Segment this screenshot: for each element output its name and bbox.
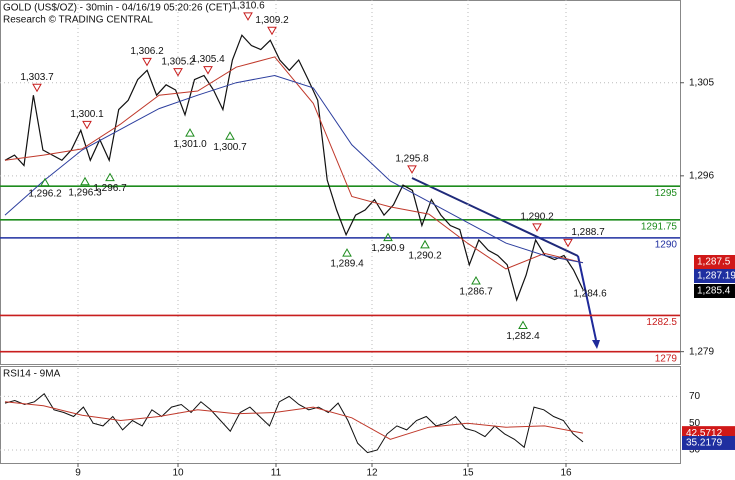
chart-title: GOLD (US$/OZ) - 30min - 04/16/19 05:20:2… [3,3,232,14]
x-tick-label: 9 [75,468,81,479]
annotation-label: 1,300.1 [70,109,104,120]
rsi-tag [682,435,735,450]
trough-marker [420,239,430,249]
price-tag-label: 1,287.5 [697,257,731,268]
trend-line [411,177,579,257]
peak-marker [82,120,92,130]
level-label: 1279 [655,353,678,364]
x-tick-label: 11 [271,468,282,479]
rsi-title: RSI14 - 9MA [3,369,61,380]
annotation-label: 1,282.4 [506,331,540,342]
rsi-line [4,393,584,454]
annotation-label: 1,290.9 [371,243,405,254]
rsi-line [4,401,584,440]
price-line [4,56,584,270]
y-tick-label: 1,296 [689,170,714,181]
y-tick-label: 50 [689,418,701,429]
price-tag [694,269,735,283]
peak-marker [32,83,42,93]
annotation-label: 1,284.6 [573,288,607,299]
peak-marker [532,223,542,232]
annotation-label: 1,296.7 [93,183,127,194]
peak-marker [173,68,183,77]
level-label: 1291.75 [641,221,678,232]
price-tag [694,284,735,298]
rsi-tag-label: 35.2179 [686,438,723,449]
peak-marker [267,26,277,36]
trough-marker [185,128,195,137]
annotation-label: 1,296.3 [68,187,102,198]
annotation-label: 1,303.7 [20,72,54,83]
trough-marker [225,131,235,140]
trough-marker [471,276,481,285]
peak-marker [407,165,417,174]
level-label: 1290 [655,240,678,251]
y-tick-label: 1,279 [689,346,714,357]
peak-marker [203,66,213,75]
annotation-label: 1,296.2 [28,188,62,199]
level-label: 1295 [655,188,678,199]
annotation-label: 1,310.6 [231,0,265,11]
level-label: 1282.5 [646,317,677,328]
peak-marker [563,238,573,248]
annotation-label: 1,305.2 [161,56,195,67]
price-tag [694,255,735,269]
peak-marker [142,57,152,67]
rsi-tag-label: 42.5712 [686,428,723,439]
x-tick-label: 15 [462,468,474,479]
annotation-label: 1,306.2 [130,46,164,57]
price-line [4,74,584,264]
trough-marker [518,320,528,329]
annotation-label: 1,286.7 [459,287,493,298]
y-tick-label: 70 [689,391,701,402]
rsi-panel [0,366,681,464]
peak-marker [243,12,253,21]
price-line [4,34,584,302]
annotation-label: 1,309.2 [255,15,289,26]
y-tick-label: 1,305 [689,77,714,88]
trough-marker [383,232,393,242]
annotation-label: 1,305.4 [191,54,225,65]
annotation-label: 1,295.8 [395,154,429,165]
annotation-label: 1,301.0 [173,139,207,150]
annotation-label: 1,288.7 [571,227,605,238]
trough-marker [40,177,50,187]
y-tick-label: 30 [689,445,701,456]
annotation-label: 1,290.2 [520,211,554,222]
price-tag-label: 1,287.19 [697,271,735,282]
annotation-label: 1,290.2 [408,250,442,261]
x-tick-label: 12 [366,468,378,479]
price-panel [0,0,681,365]
annotation-label: 1,289.4 [330,259,364,270]
price-tag-label: 1,285.4 [697,286,731,297]
trough-marker [80,176,90,186]
trough-marker [105,172,115,182]
annotation-label: 1,300.7 [213,142,247,153]
x-tick-label: 10 [172,468,184,479]
forecast-arrow [577,255,597,341]
trough-marker [342,248,352,257]
x-tick-label: 16 [560,468,572,479]
arrow-head [592,340,600,349]
